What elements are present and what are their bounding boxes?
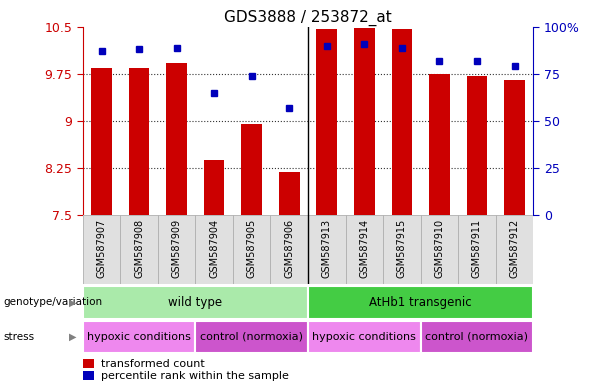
Bar [466,76,487,215]
Bar [120,215,158,284]
Bar [83,359,94,368]
Text: hypoxic conditions: hypoxic conditions [87,332,191,342]
Bar [196,215,233,284]
Text: control (normoxia): control (normoxia) [200,332,303,342]
Text: GSM587905: GSM587905 [246,218,257,278]
Text: wild type: wild type [169,296,223,309]
Text: percentile rank within the sample: percentile rank within the sample [101,371,289,381]
Text: ▶: ▶ [69,332,77,342]
Bar [429,74,450,215]
Text: GSM587907: GSM587907 [96,218,107,278]
Text: GSM587906: GSM587906 [284,218,294,278]
Text: GSM587913: GSM587913 [322,218,332,278]
Bar [383,215,421,284]
Text: GSM587910: GSM587910 [435,218,444,278]
Bar [346,215,383,284]
Text: GSM587909: GSM587909 [172,218,181,278]
Bar [279,172,300,215]
Bar [166,63,187,215]
Text: GSM587914: GSM587914 [359,218,370,278]
Text: GSM587911: GSM587911 [472,218,482,278]
Bar [158,215,196,284]
Bar [129,68,150,215]
Bar [458,215,496,284]
Bar [242,124,262,215]
Bar [83,321,196,353]
Bar [233,215,270,284]
Text: GSM587912: GSM587912 [509,218,520,278]
Text: control (normoxia): control (normoxia) [425,332,528,342]
Text: transformed count: transformed count [101,359,205,369]
Bar [354,28,375,215]
Bar [270,215,308,284]
Bar [504,80,525,215]
Text: genotype/variation: genotype/variation [3,297,102,308]
Bar [421,321,533,353]
Bar [496,215,533,284]
Bar [316,30,337,215]
Bar [392,30,412,215]
Text: GSM587908: GSM587908 [134,218,144,278]
Text: hypoxic conditions: hypoxic conditions [313,332,416,342]
Text: GSM587915: GSM587915 [397,218,407,278]
Bar [196,321,308,353]
Bar [83,215,120,284]
Bar [421,215,458,284]
Text: AtHb1 transgenic: AtHb1 transgenic [370,296,472,309]
Title: GDS3888 / 253872_at: GDS3888 / 253872_at [224,9,392,25]
Bar [308,215,346,284]
Text: ▶: ▶ [69,297,77,308]
Text: stress: stress [3,332,34,342]
Bar [83,286,308,319]
Bar [308,321,421,353]
Bar [91,68,112,215]
Text: GSM587904: GSM587904 [209,218,219,278]
Bar [204,161,224,215]
Bar [83,371,94,380]
Bar [308,286,533,319]
